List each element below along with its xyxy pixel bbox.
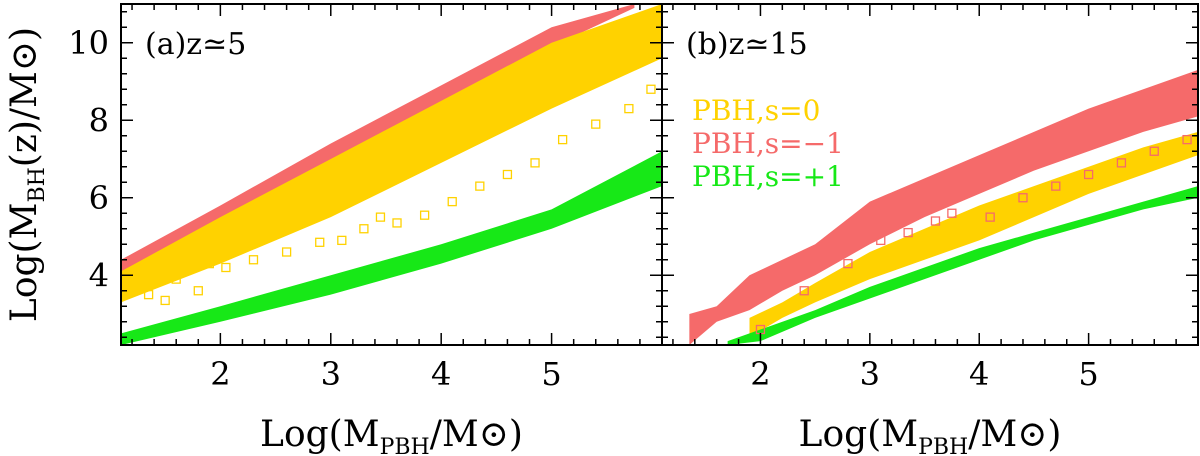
outlier-point: [1116, 158, 1127, 168]
outlier-point: [903, 227, 913, 238]
outlier-point: [502, 169, 513, 180]
outlier-point: [447, 196, 457, 207]
outlier-point: [171, 274, 181, 284]
outlier-point: [143, 289, 154, 300]
outlier-point: [646, 84, 656, 94]
panel-label: (a)z≃5: [145, 27, 246, 62]
y-tick-label: 10: [68, 24, 109, 62]
panel-a: 2 3 4 5 4 6 8 10 Log(MPBH​/M⊙) Log(MBH​(z)/M⊙) (a)…: [4, 3, 663, 456]
outlier-point: [337, 235, 347, 246]
outlier-point: [624, 103, 634, 114]
outlier-point: [392, 218, 402, 228]
outlier-point: [1149, 146, 1159, 156]
y-axis-label: Log(MBH​(z)/M⊙): [4, 27, 50, 322]
x-tick-label: 5: [1078, 355, 1098, 393]
outlier-point: [1051, 181, 1061, 191]
x-axis-label: Log(MPBH​/M⊙): [799, 414, 1062, 456]
panel-b: 2 3 4 5 Log(MPBH​/M⊙) (b)z≃15 PBH,s=0PBH,s=−1P…: [661, 3, 1199, 456]
y-tick-label: 8: [89, 101, 109, 139]
legend-entry: PBH,s=0: [692, 94, 820, 127]
legend-entry: PBH,s=−1: [692, 127, 844, 160]
x-axis-label: Log(MPBH​/M⊙): [260, 414, 523, 456]
outlier-point: [1018, 193, 1028, 203]
series-band-2: [727, 186, 1198, 345]
x-tick-label: 2: [750, 355, 770, 393]
series-band-2: [121, 151, 662, 345]
outlier-point: [591, 119, 601, 129]
plot-area: [121, 4, 662, 345]
outlier-point: [930, 216, 941, 226]
outlier-point: [315, 237, 325, 247]
series-band-1: [749, 131, 1198, 338]
outlier-point: [204, 258, 214, 269]
plot-area: [689, 69, 1198, 345]
outlier-point: [985, 212, 995, 222]
outlier-point: [160, 295, 170, 306]
outlier-point: [530, 158, 540, 168]
series-band-1: [121, 4, 662, 303]
x-tick-label: 2: [210, 355, 230, 393]
outlier-point: [248, 255, 259, 265]
outlier-point: [475, 181, 485, 191]
series-band-0: [689, 69, 1198, 345]
outlier-point: [375, 212, 386, 222]
outlier-point: [419, 210, 430, 220]
outlier-point: [557, 134, 568, 145]
series-band-0: [121, 4, 635, 274]
x-tick-label: 3: [321, 355, 341, 393]
legend-entry: PBH,s=+1: [692, 160, 844, 193]
plot-frame: [661, 3, 1199, 346]
outlier-point: [221, 262, 231, 273]
outlier-point: [947, 208, 957, 218]
outlier-point: [876, 235, 886, 246]
panel-label: (b)z≃15: [686, 27, 808, 62]
y-tick-label: 6: [89, 179, 109, 217]
x-tick-label: 4: [969, 355, 989, 393]
y-tick-label: 4: [89, 256, 109, 294]
outlier-point: [281, 247, 292, 257]
x-tick-label: 4: [431, 355, 451, 393]
outlier-point: [193, 286, 203, 296]
outlier-point: [843, 258, 853, 269]
outlier-point: [1083, 169, 1094, 180]
outlier-point: [799, 286, 809, 296]
x-tick-label: 3: [860, 355, 880, 393]
x-tick-label: 5: [541, 355, 561, 393]
outlier-point: [359, 224, 369, 234]
outlier-point: [1182, 134, 1192, 145]
